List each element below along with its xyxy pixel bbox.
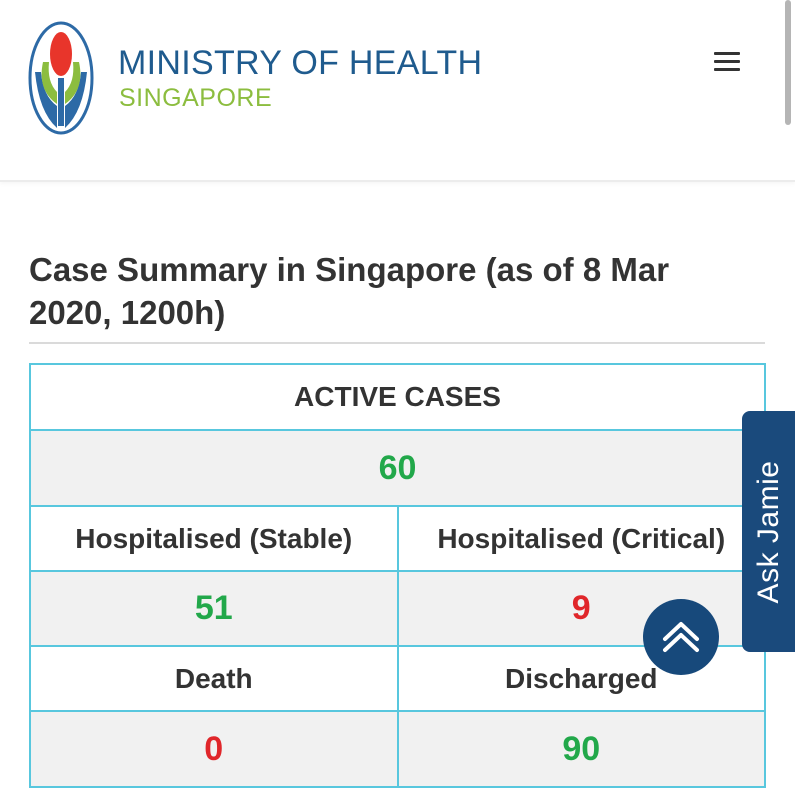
hospitalised-stable-label: Hospitalised (Stable) [29, 505, 399, 572]
scrollbar[interactable] [785, 0, 791, 800]
active-cases-label: ACTIVE CASES [29, 363, 766, 431]
death-label: Death [29, 645, 399, 712]
table-row: 60 [29, 429, 766, 507]
table-row: Death Discharged [29, 645, 766, 712]
chevron-up-icon [663, 622, 699, 652]
moh-logo-icon[interactable] [27, 20, 95, 136]
page-title: Case Summary in Singapore (as of 8 Mar 2… [29, 251, 670, 331]
death-value: 0 [29, 710, 399, 788]
ministry-name: MINISTRY OF HEALTH [118, 44, 483, 82]
case-summary-table: ACTIVE CASES 60 Hospitalised (Stable) Ho… [29, 363, 766, 788]
hospitalised-stable-value: 51 [29, 570, 399, 647]
ask-jamie-label: Ask Jamie [751, 460, 785, 603]
back-to-top-button[interactable] [643, 599, 719, 675]
site-header: MINISTRY OF HEALTH SINGAPORE [0, 0, 795, 182]
title-divider [29, 342, 765, 344]
active-cases-value: 60 [29, 429, 766, 507]
table-row: ACTIVE CASES [29, 363, 766, 431]
hamburger-menu-icon[interactable] [710, 48, 744, 76]
table-row: 0 90 [29, 710, 766, 788]
scrollbar-thumb[interactable] [785, 0, 791, 125]
table-row: Hospitalised (Stable) Hospitalised (Crit… [29, 505, 766, 572]
discharged-value: 90 [396, 710, 766, 788]
country-name: SINGAPORE [119, 84, 273, 112]
hospitalised-critical-label: Hospitalised (Critical) [396, 505, 766, 572]
ask-jamie-button[interactable]: Ask Jamie [742, 411, 795, 652]
